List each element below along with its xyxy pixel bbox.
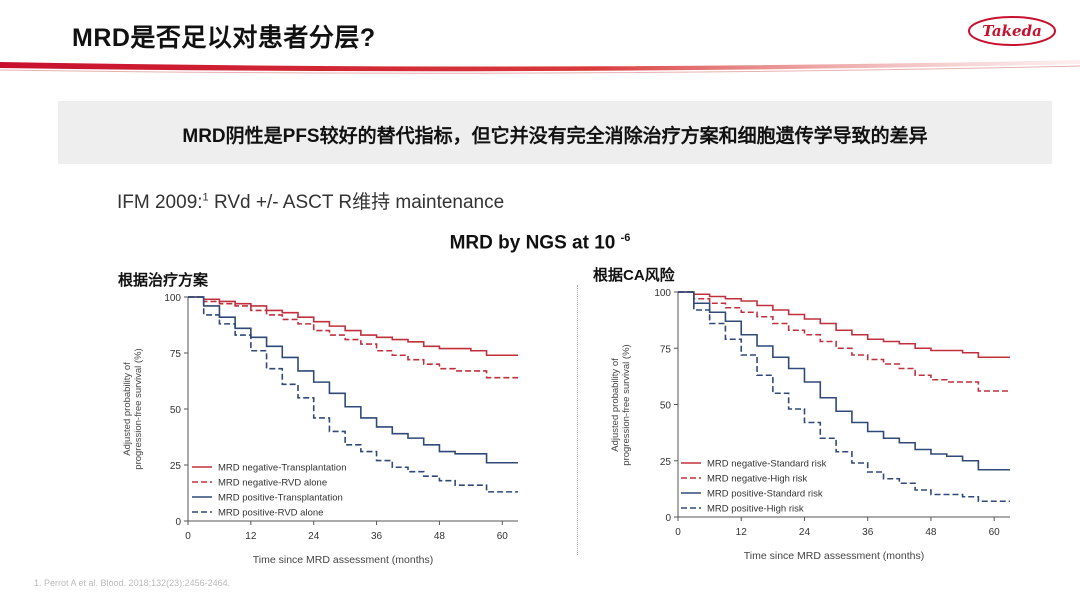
series-line-2: [188, 296, 518, 464]
subtitle-prefix: IFM 2009:: [117, 192, 203, 213]
x-tick-label: 0: [675, 527, 681, 538]
y-tick-label: 25: [170, 461, 182, 472]
footnote: 1. Perrot A et al. Blood. 2018;132(23):2…: [34, 578, 231, 588]
y-axis-label: Adjusted probability ofprogression-free …: [122, 348, 144, 469]
x-tick-label: 48: [434, 531, 446, 542]
y-tick-label: 75: [660, 344, 672, 355]
y-tick-label: 0: [175, 517, 181, 528]
x-tick-label: 60: [989, 527, 1001, 538]
logo-text: Takeda: [982, 22, 1042, 40]
x-tick-label: 24: [799, 527, 811, 538]
y-tick-label: 0: [665, 513, 671, 524]
legend-label: MRD positive-High risk: [707, 504, 804, 515]
header-swoosh: [0, 60, 1080, 74]
series-line-0: [678, 291, 1010, 359]
legend-label: MRD negative-Transplantation: [218, 463, 347, 474]
takeda-logo: Takeda: [968, 16, 1056, 46]
key-message-banner: MRD阴性是PFS较好的替代指标，但它并没有完全消除治疗方案和细胞遗传学导致的差…: [58, 101, 1052, 164]
y-axis-label-line2: progression-free survival (%): [621, 344, 632, 465]
series-line-0: [188, 296, 518, 357]
y-axis-label-line1: Adjusted probability of: [610, 358, 621, 452]
panel-label-ca-risk: 根据CA风险: [593, 267, 675, 284]
series-line-1: [678, 291, 1010, 392]
x-tick-label: 48: [925, 527, 937, 538]
y-axis-label-line2: progression-free survival (%): [133, 348, 144, 469]
x-axis-label: Time since MRD assessment (months): [253, 554, 433, 566]
y-tick-label: 75: [170, 349, 182, 360]
subtitle-superscript: 1: [202, 191, 209, 204]
x-tick-label: 12: [245, 531, 257, 542]
series-line-3: [678, 291, 1010, 503]
y-tick-label: 100: [164, 293, 181, 304]
mrd-title-text: MRD by NGS at 10: [449, 232, 616, 254]
series-line-1: [188, 296, 518, 379]
legend-label: MRD positive-Transplantation: [218, 493, 343, 504]
legend-label: MRD negative-RVD alone: [218, 478, 327, 489]
legend-label: MRD positive-RVD alone: [218, 508, 323, 519]
legend-label: MRD positive-Standard risk: [707, 489, 823, 500]
x-axis-label: Time since MRD assessment (months): [744, 550, 924, 562]
y-tick-label: 50: [170, 405, 182, 416]
x-tick-label: 36: [862, 527, 874, 538]
series-line-2: [678, 291, 1010, 471]
y-tick-label: 100: [654, 288, 671, 299]
legend-label: MRD negative-Standard risk: [707, 459, 827, 470]
panel-label-treatment: 根据治疗方案: [118, 272, 209, 289]
slide-title: MRD是否足以对患者分层?: [72, 24, 376, 52]
x-tick-label: 12: [736, 527, 748, 538]
subtitle-suffix: RVd +/- ASCT R维持 maintenance: [208, 192, 505, 213]
x-tick-label: 60: [497, 531, 509, 542]
x-tick-label: 36: [371, 531, 383, 542]
y-axis-label: Adjusted probability ofprogression-free …: [610, 344, 632, 465]
x-tick-label: 0: [185, 531, 191, 542]
legend-label: MRD negative-High risk: [707, 474, 808, 485]
mrd-title: MRD by NGS at 10 -6: [0, 232, 1080, 254]
study-subtitle: IFM 2009:1 RVd +/- ASCT R维持 maintenance: [117, 187, 504, 214]
panel-divider: [577, 285, 578, 555]
key-message-text: MRD阴性是PFS较好的替代指标，但它并没有完全消除治疗方案和细胞遗传学导致的差…: [182, 126, 928, 147]
y-tick-label: 25: [660, 457, 672, 468]
y-tick-label: 50: [660, 401, 672, 412]
x-tick-label: 24: [308, 531, 320, 542]
mrd-title-exponent: -6: [620, 232, 631, 244]
y-axis-label-line1: Adjusted probability of: [122, 362, 133, 456]
series-line-3: [188, 296, 518, 493]
